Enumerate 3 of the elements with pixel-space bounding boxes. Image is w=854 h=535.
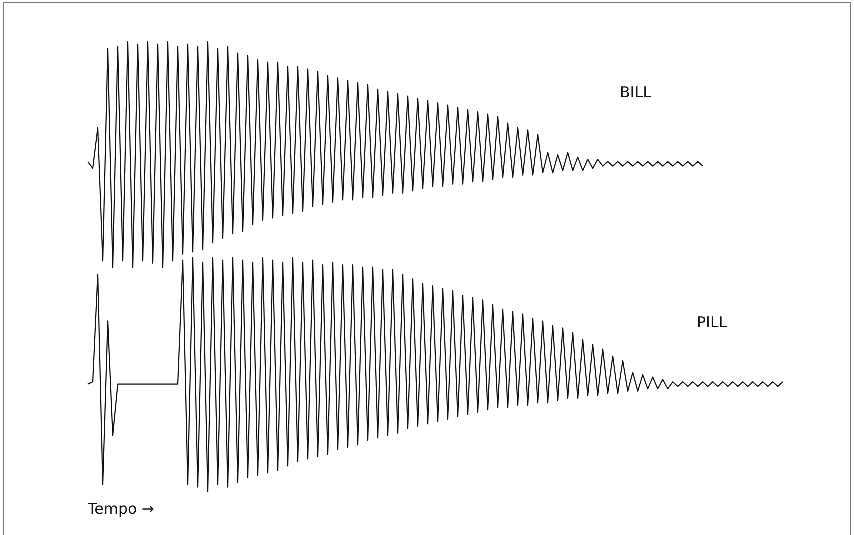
text: BILL — [620, 84, 652, 102]
x-axis-title: Tempo → — [88, 500, 154, 518]
text: PILL — [697, 314, 728, 332]
